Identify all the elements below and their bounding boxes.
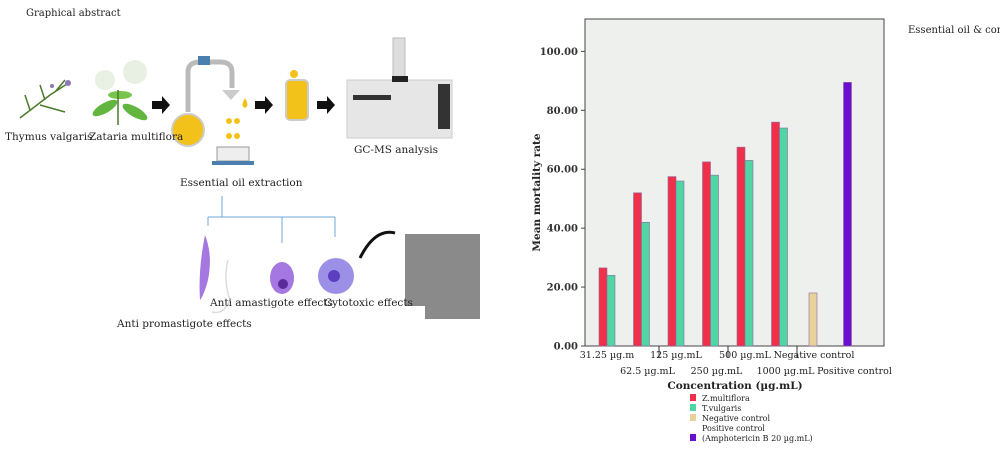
bar-t.vulgaris bbox=[675, 180, 685, 347]
x-tick-label: 125 µg.mL bbox=[650, 350, 702, 361]
bar-z.multiflora bbox=[667, 176, 677, 347]
abstract-illustration bbox=[19, 37, 480, 321]
effect-label: Anti promastigote effects bbox=[117, 318, 252, 330]
legend-label: Positive control bbox=[702, 424, 765, 433]
microscopy-image bbox=[405, 234, 480, 319]
y-tick-label: 0.00 bbox=[554, 342, 578, 353]
x-tick-label: 31.25 µg.m bbox=[580, 350, 635, 361]
bar-z.multiflora bbox=[771, 121, 780, 347]
legend-label: Negative control bbox=[702, 414, 771, 423]
plant-label: Zataria multiflora bbox=[89, 131, 184, 143]
y-tick-label: 60.00 bbox=[547, 165, 578, 176]
gcms-label: GC-MS analysis bbox=[354, 144, 438, 156]
y-tick-label: 40.00 bbox=[547, 224, 578, 235]
flow-connector-icon bbox=[207, 196, 336, 243]
gcms-instrument-icon bbox=[346, 37, 453, 139]
abstract-title: Graphical abstract bbox=[26, 8, 121, 19]
zataria-plant-icon bbox=[92, 60, 148, 125]
bar-t.vulgaris bbox=[710, 174, 719, 347]
amastigote-icon bbox=[270, 262, 294, 294]
bar-chart: 0.00 20.00 40.00 60.00 80.00 100.00 Mean morta… bbox=[531, 18, 1000, 443]
bar-t.vulgaris bbox=[744, 160, 754, 347]
bar-negative bbox=[808, 292, 818, 347]
bar-t.vulgaris bbox=[606, 274, 616, 347]
effect-label: Anti amastigote effects bbox=[210, 297, 333, 309]
distillation-apparatus-icon bbox=[171, 56, 254, 165]
promastigote-icon bbox=[199, 235, 231, 314]
x-axis-label: Concentration (µg.mL) bbox=[667, 380, 802, 392]
legend-label: T.vulgaris bbox=[702, 404, 741, 413]
plant-label: Thymus valgaris bbox=[5, 131, 93, 143]
legend-label: (Amphotericin B 20 µg.mL) bbox=[702, 434, 813, 443]
x-tick-label: 62.5 µg.mL bbox=[620, 366, 675, 377]
bar-t.vulgaris bbox=[641, 221, 650, 347]
x-tick-label: Positive control bbox=[817, 366, 892, 377]
x-tick-label: 500 µg.mL bbox=[719, 350, 771, 361]
extraction-label: Essential oil extraction bbox=[180, 177, 303, 189]
arrow-icon bbox=[152, 96, 335, 114]
y-tick-label: 20.00 bbox=[547, 283, 578, 294]
bar-z.multiflora bbox=[598, 267, 608, 347]
effect-label: Cytotoxic effects bbox=[324, 297, 413, 309]
bar-z.multiflora bbox=[633, 192, 642, 347]
y-axis-label: Mean mortality rate bbox=[531, 133, 543, 251]
plot-area bbox=[584, 18, 885, 347]
y-tick-label: 100.00 bbox=[540, 47, 578, 58]
curved-arrow-icon bbox=[358, 230, 396, 259]
x-tick-label: 250 µg.mL bbox=[691, 366, 743, 377]
thyme-plant-icon bbox=[19, 79, 71, 119]
x-tick-label: Negative control bbox=[774, 350, 855, 361]
bar-positive bbox=[843, 82, 852, 347]
y-tick-label: 80.00 bbox=[547, 106, 578, 117]
macrophage-icon bbox=[318, 258, 354, 294]
legend-swatch bbox=[690, 434, 696, 441]
oil-bottle-icon bbox=[285, 70, 309, 121]
bar-z.multiflora bbox=[736, 146, 746, 347]
bar-z.multiflora bbox=[702, 161, 711, 347]
bar-t.vulgaris bbox=[779, 127, 788, 347]
legend-swatch bbox=[690, 404, 696, 411]
legend-title: Essential oil & control group bbox=[908, 25, 1000, 36]
legend-swatch bbox=[690, 414, 696, 421]
legend-swatch bbox=[690, 394, 696, 401]
x-tick-label: 1000 µg.mL bbox=[757, 366, 815, 377]
legend-label: Z.multiflora bbox=[702, 394, 750, 403]
